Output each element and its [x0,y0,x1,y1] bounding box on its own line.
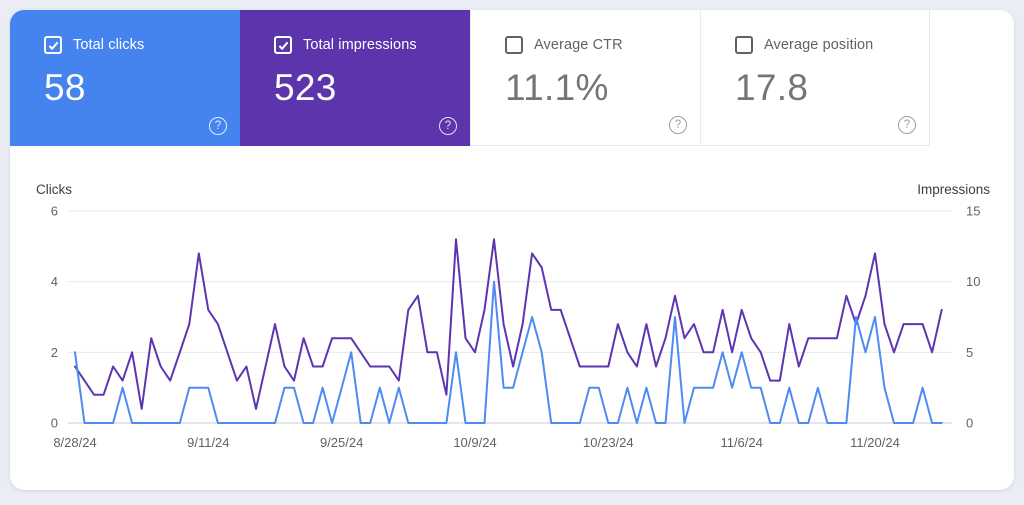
metric-cards-row: Total clicks 58 ? Total impressions 523 … [10,10,1014,146]
metric-card-header: Total clicks [44,36,240,54]
help-icon[interactable]: ? [898,116,916,134]
help-icon[interactable]: ? [209,117,227,135]
x-axis-label: 11/6/24 [720,435,762,450]
left-axis-title: Clicks [36,182,72,197]
metric-label: Total clicks [73,37,145,53]
left-axis-tick: 6 [51,204,58,219]
left-axis-tick: 4 [51,274,58,289]
metric-card-average-position[interactable]: Average position 17.8 ? [700,10,930,146]
checkbox-average-position[interactable] [735,36,753,54]
metric-value: 11.1% [505,67,609,108]
impressions-line [74,238,943,410]
right-axis-tick: 10 [966,274,980,289]
right-axis-tick: 0 [966,416,973,431]
metric-value: 58 [44,67,86,108]
metric-value: 17.8 [735,67,809,108]
help-icon[interactable]: ? [669,116,687,134]
right-axis-tick: 5 [966,345,973,360]
x-axis-label: 8/28/24 [53,435,96,450]
metric-card-header: Average position [735,36,929,54]
metric-card-total-clicks[interactable]: Total clicks 58 ? [10,10,240,146]
check-icon [48,41,58,50]
clicks-line [74,280,943,424]
x-axis-label: 11/20/24 [850,435,900,450]
x-axis-label: 9/25/24 [320,435,363,450]
metric-label: Average CTR [534,37,623,53]
performance-chart[interactable]: 0 0 2 5 4 10 6 15 Clicks Impressions 8/28/24 9/11/2… [10,160,1014,490]
help-icon[interactable]: ? [439,117,457,135]
checkbox-total-clicks[interactable] [44,36,62,54]
x-axis-label: 9/11/24 [187,435,229,450]
metric-label: Average position [764,37,874,53]
check-icon [278,41,288,50]
left-axis-tick: 2 [51,345,58,360]
checkbox-average-ctr[interactable] [505,36,523,54]
right-axis-tick: 15 [966,204,980,219]
metric-card-total-impressions[interactable]: Total impressions 523 ? [240,10,470,146]
x-axis-label: 10/23/24 [583,435,634,450]
x-axis-label: 10/9/24 [453,435,496,450]
performance-panel: Total clicks 58 ? Total impressions 523 … [10,10,1014,490]
metric-card-header: Average CTR [505,36,700,54]
right-axis-title: Impressions [917,182,990,197]
checkbox-total-impressions[interactable] [274,36,292,54]
metric-label: Total impressions [303,37,417,53]
metric-value: 523 [274,67,337,108]
metric-card-header: Total impressions [274,36,470,54]
metric-card-average-ctr[interactable]: Average CTR 11.1% ? [470,10,700,146]
left-axis-tick: 0 [51,416,58,431]
